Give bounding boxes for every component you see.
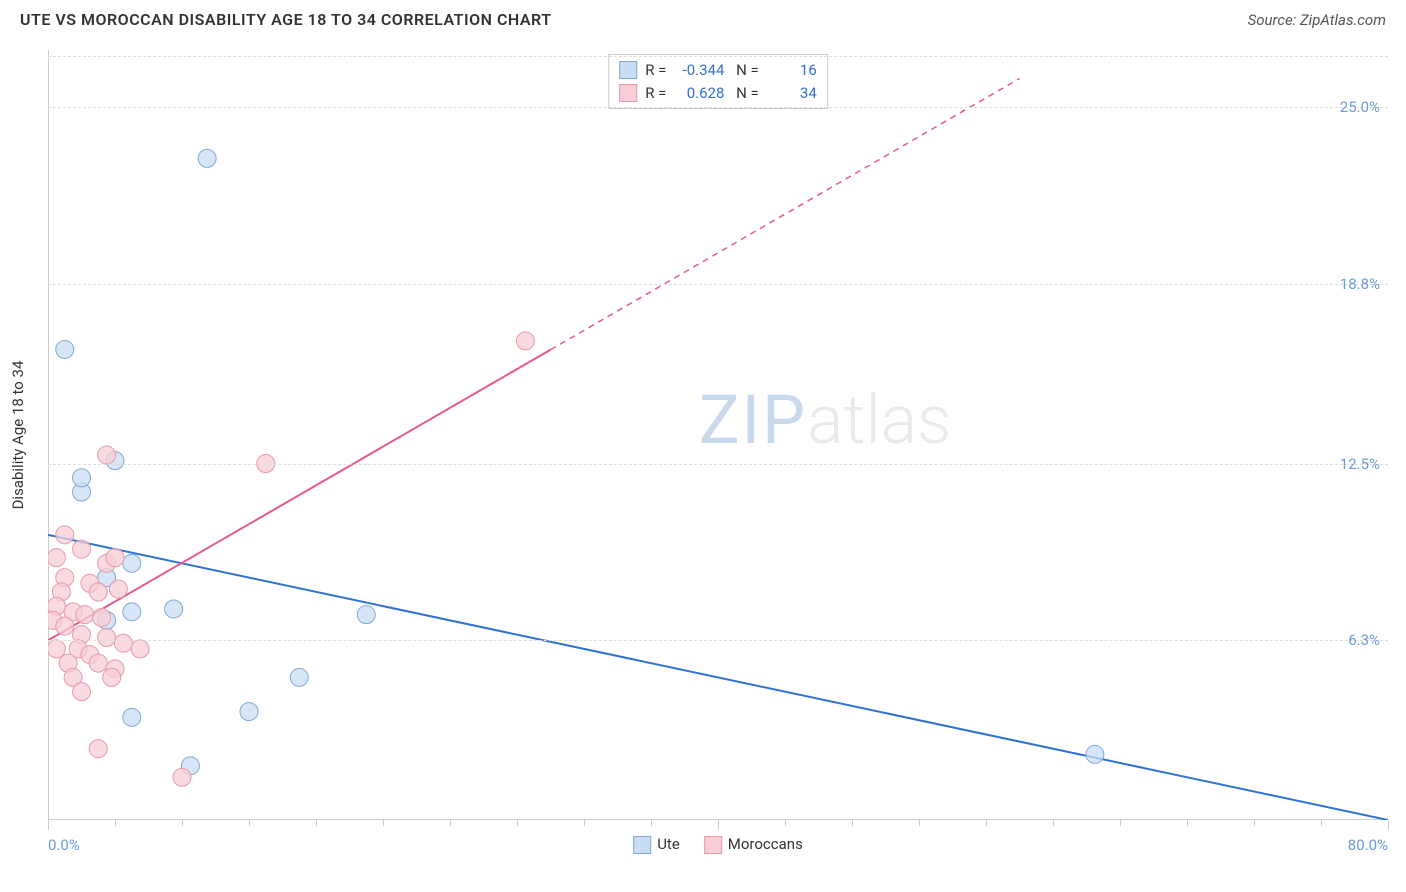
x-tick-minor xyxy=(383,820,384,826)
data-point-ute xyxy=(240,703,258,721)
y-tick-label: 25.0% xyxy=(1340,98,1380,116)
x-tick-minor xyxy=(249,820,250,826)
legend-swatch-ute xyxy=(633,836,651,854)
x-tick-minor xyxy=(919,820,920,826)
grid-line xyxy=(48,107,1388,108)
x-tick-minor xyxy=(115,820,116,826)
data-point-ute xyxy=(56,340,74,358)
legend-label-ute: Ute xyxy=(657,835,680,853)
correlation-stats-box: R = -0.344 N = 16 R = 0.628 N = 34 xyxy=(608,54,828,109)
x-tick-minor xyxy=(852,820,853,826)
data-point-ute xyxy=(165,600,183,618)
x-tick-minor xyxy=(1120,820,1121,826)
legend-label-moroccans: Moroccans xyxy=(728,835,803,853)
data-point-ute xyxy=(123,708,141,726)
stat-n-label: N = xyxy=(732,82,758,105)
y-axis-title: Disability Age 18 to 34 xyxy=(9,361,27,510)
legend-item-moroccans: Moroccans xyxy=(704,835,803,854)
grid-line xyxy=(48,284,1388,285)
data-point-ute xyxy=(123,554,141,572)
data-point-moroccans xyxy=(131,640,149,658)
data-point-moroccans xyxy=(98,446,116,464)
data-point-moroccans xyxy=(516,332,534,350)
legend-item-ute: Ute xyxy=(633,835,680,854)
y-tick-label: 18.8% xyxy=(1340,275,1380,293)
x-tick-minor xyxy=(785,820,786,826)
data-point-moroccans xyxy=(114,634,132,652)
stat-n-value-moroccans: 34 xyxy=(767,82,817,105)
data-point-moroccans xyxy=(109,580,127,598)
stat-r-label: R = xyxy=(645,82,666,105)
grid-line xyxy=(48,640,1388,641)
x-tick-minor xyxy=(316,820,317,826)
data-point-moroccans xyxy=(76,606,94,624)
data-point-moroccans xyxy=(103,668,121,686)
page-title: UTE VS MOROCCAN DISABILITY AGE 18 TO 34 … xyxy=(20,10,552,29)
x-tick-minor xyxy=(1254,820,1255,826)
chart-plot-area: Disability Age 18 to 34 ZIPatlas R = -0.… xyxy=(48,50,1388,820)
x-tick-major xyxy=(1388,820,1389,830)
data-point-moroccans xyxy=(56,617,74,635)
chart-svg xyxy=(48,50,1388,820)
x-tick-major xyxy=(48,820,49,830)
data-point-moroccans xyxy=(89,583,107,601)
grid-line xyxy=(48,56,1388,57)
stat-n-label: N = xyxy=(732,59,758,82)
data-point-moroccans xyxy=(89,654,107,672)
data-point-moroccans xyxy=(93,609,111,627)
x-tick-minor xyxy=(1321,820,1322,826)
stat-r-value-moroccans: 0.628 xyxy=(674,82,724,105)
y-tick-label: 12.5% xyxy=(1340,455,1380,473)
x-tick-minor xyxy=(1053,820,1054,826)
y-tick-label: 6.3% xyxy=(1348,631,1380,649)
x-tick-minor xyxy=(651,820,652,826)
data-point-moroccans xyxy=(56,526,74,544)
data-point-moroccans xyxy=(48,549,65,567)
x-axis-min-label: 0.0% xyxy=(48,836,80,854)
x-axis-max-label: 80.0% xyxy=(1348,836,1388,854)
x-tick-minor xyxy=(517,820,518,826)
stat-r-value-ute: -0.344 xyxy=(674,59,724,82)
x-tick-minor xyxy=(986,820,987,826)
data-point-ute xyxy=(123,603,141,621)
stat-swatch-moroccans xyxy=(619,84,637,102)
x-tick-major xyxy=(718,820,719,830)
data-point-moroccans xyxy=(98,628,116,646)
source-attribution: Source: ZipAtlas.com xyxy=(1248,11,1386,29)
data-point-moroccans xyxy=(73,540,91,558)
stat-r-label: R = xyxy=(645,59,666,82)
data-point-moroccans xyxy=(106,549,124,567)
x-tick-minor xyxy=(584,820,585,826)
data-point-moroccans xyxy=(48,640,65,658)
data-point-ute xyxy=(357,606,375,624)
x-tick-minor xyxy=(1187,820,1188,826)
data-point-ute xyxy=(73,469,91,487)
series-legend: Ute Moroccans xyxy=(633,835,803,854)
x-tick-minor xyxy=(450,820,451,826)
stat-row-ute: R = -0.344 N = 16 xyxy=(619,59,817,82)
stat-n-value-ute: 16 xyxy=(767,59,817,82)
stat-swatch-ute xyxy=(619,61,637,79)
grid-line xyxy=(48,464,1388,465)
legend-swatch-moroccans xyxy=(704,836,722,854)
trend-line-ute xyxy=(48,535,1388,820)
data-point-moroccans xyxy=(89,740,107,758)
data-point-ute xyxy=(198,149,216,167)
data-point-moroccans xyxy=(173,768,191,786)
stat-row-moroccans: R = 0.628 N = 34 xyxy=(619,82,817,105)
data-point-ute xyxy=(290,668,308,686)
trend-line-dashed-moroccans xyxy=(551,79,1020,350)
data-point-moroccans xyxy=(73,683,91,701)
x-tick-minor xyxy=(182,820,183,826)
data-point-ute xyxy=(1086,745,1104,763)
